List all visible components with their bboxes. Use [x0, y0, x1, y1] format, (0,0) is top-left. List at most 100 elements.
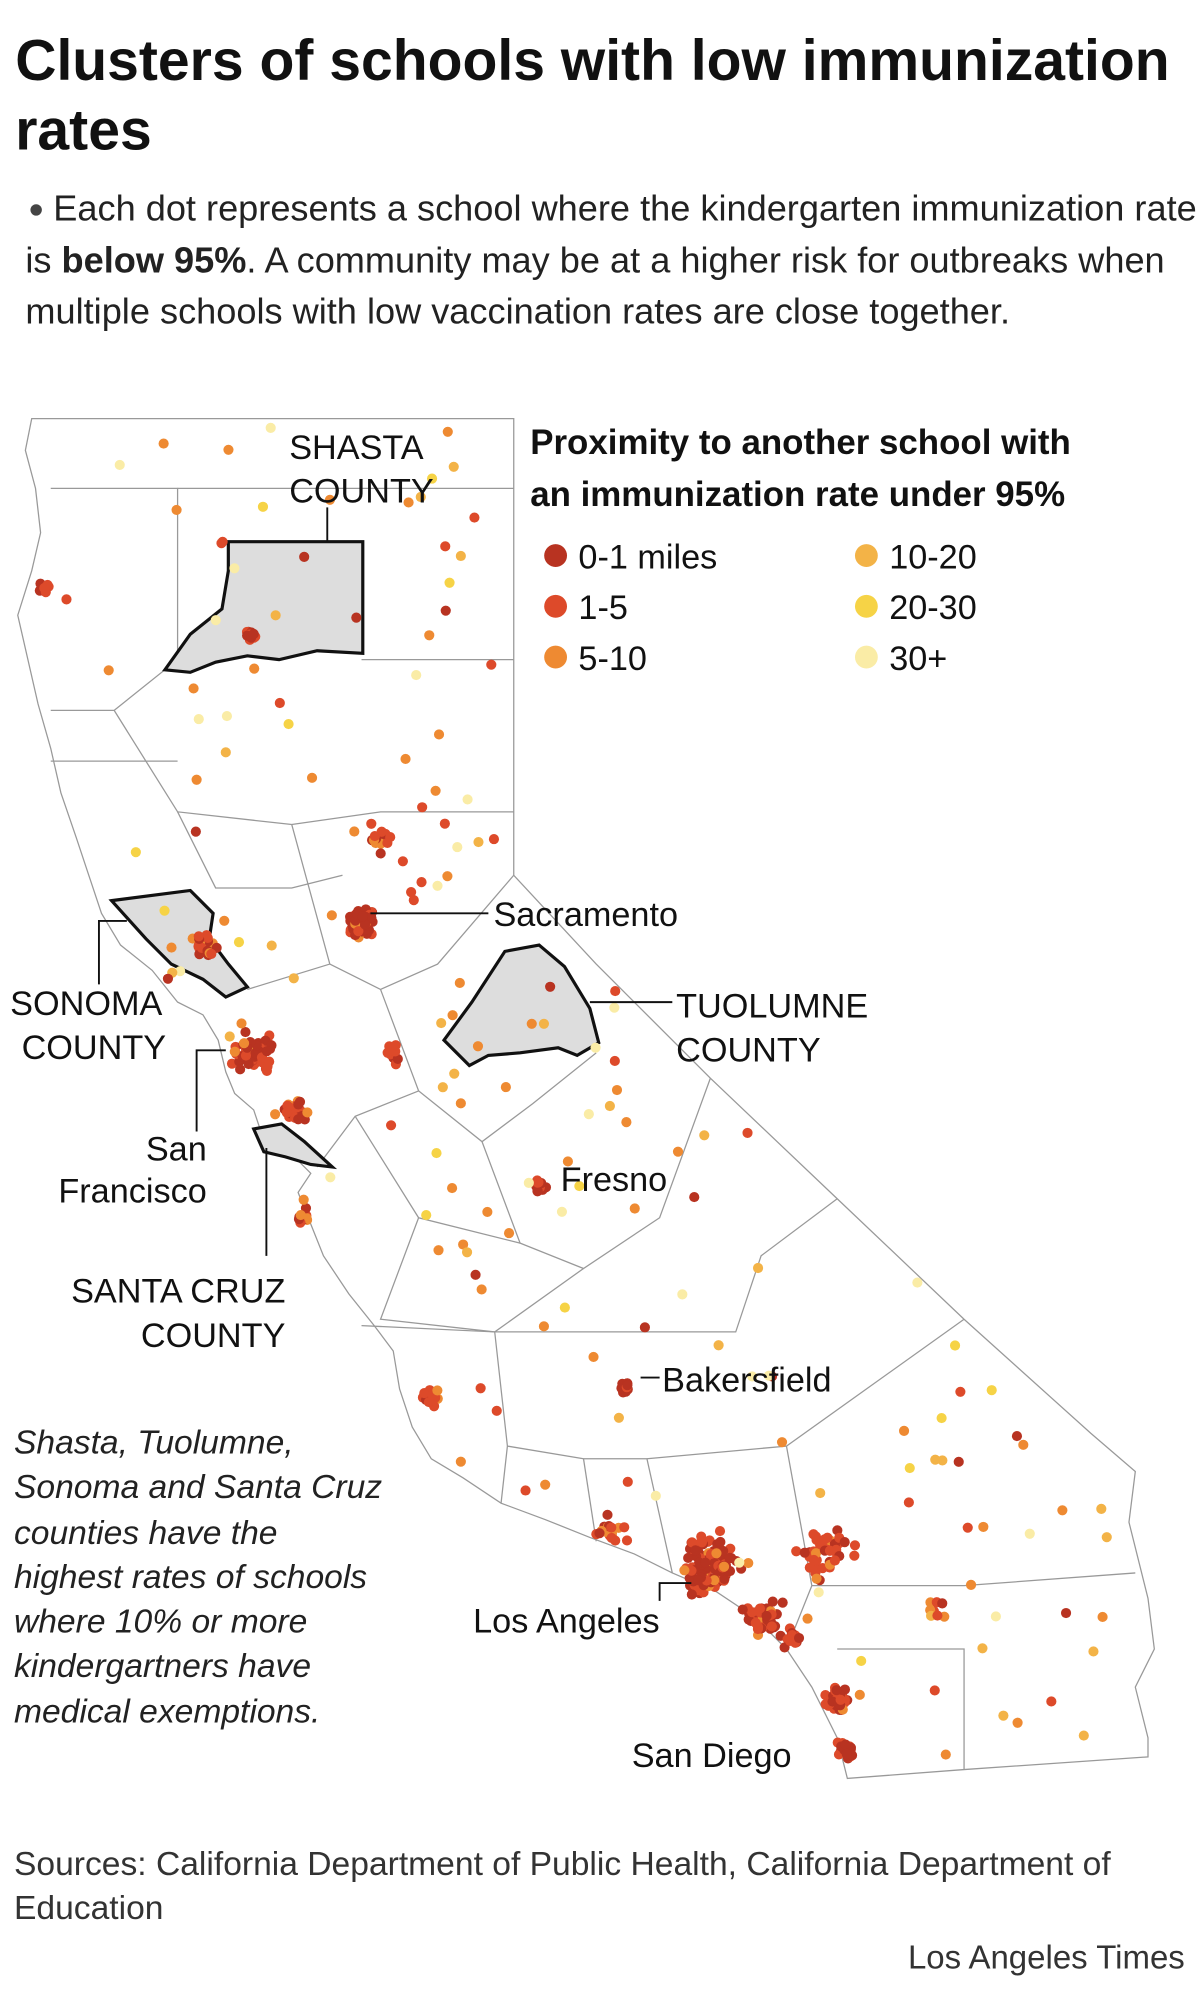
school-dot	[39, 583, 50, 594]
county-label: SHASTA	[289, 429, 424, 467]
legend-swatch	[854, 645, 878, 669]
school-dot	[432, 880, 443, 891]
school-dot	[390, 1040, 401, 1051]
county-label: SONOMA	[10, 985, 162, 1023]
school-dot	[747, 1371, 758, 1382]
school-dot	[556, 1206, 568, 1217]
county-lines	[50, 487, 1136, 1770]
school-dot	[235, 1064, 246, 1075]
school-dot	[1060, 1607, 1072, 1619]
county-label: COUNTY	[22, 1029, 167, 1067]
school-dot	[411, 670, 422, 681]
school-dot	[533, 1177, 544, 1188]
school-dot	[700, 1557, 711, 1568]
school-dot	[236, 1018, 247, 1029]
school-dot	[219, 915, 230, 926]
school-dot	[854, 1689, 865, 1700]
school-dot	[677, 1289, 688, 1300]
school-dot	[912, 1277, 923, 1288]
school-dot	[829, 1555, 841, 1566]
school-dot	[261, 1046, 272, 1057]
school-dot	[293, 1099, 304, 1110]
school-dot	[978, 1521, 989, 1532]
school-dot	[397, 856, 408, 867]
school-dot	[583, 1109, 594, 1120]
school-dot	[904, 1462, 915, 1474]
school-dot	[1101, 1532, 1112, 1543]
school-dot	[532, 1185, 543, 1197]
legend-swatch	[854, 544, 878, 568]
school-dot	[233, 937, 245, 948]
legend-label: 1-5	[578, 589, 627, 627]
school-dot	[240, 1026, 251, 1038]
school-dot	[1096, 1503, 1107, 1514]
school-dot	[737, 1604, 748, 1615]
school-dot	[793, 1632, 805, 1644]
school-dot	[326, 910, 337, 921]
school-dot	[699, 1130, 710, 1141]
school-dot	[224, 1031, 235, 1042]
school-dot	[791, 1546, 802, 1557]
school-dot	[421, 1210, 432, 1221]
school-dot	[693, 1575, 704, 1586]
school-dot	[609, 1055, 620, 1067]
school-dot	[998, 1710, 1009, 1721]
school-dot	[679, 1565, 690, 1576]
school-dots	[34, 422, 1112, 1764]
school-dot	[274, 697, 285, 709]
school-dot	[406, 887, 417, 898]
school-dot	[715, 1536, 726, 1548]
school-dot	[171, 504, 182, 516]
school-dot	[784, 1634, 795, 1645]
school-dot	[188, 683, 199, 694]
school-dot	[376, 826, 387, 837]
school-dot	[257, 501, 269, 512]
school-dot	[849, 1550, 860, 1561]
school-dot	[298, 1194, 309, 1205]
school-dot	[295, 1210, 306, 1221]
school-dot	[482, 1206, 493, 1217]
school-dot	[754, 1603, 766, 1614]
school-dot	[590, 1042, 601, 1053]
school-dot	[249, 663, 260, 674]
school-dot	[470, 1269, 481, 1280]
school-dot	[166, 942, 177, 953]
city-label: San Diego	[632, 1737, 792, 1775]
shasta-county	[162, 540, 365, 674]
school-dot	[639, 1322, 650, 1333]
tuolumne-county	[441, 943, 601, 1068]
school-dot	[266, 940, 277, 951]
school-dot	[265, 422, 276, 433]
school-dot	[629, 1203, 640, 1214]
school-dot	[221, 710, 233, 722]
school-dot	[520, 1485, 531, 1496]
school-dot	[799, 1547, 810, 1558]
state-outline	[17, 417, 1155, 1780]
school-dot	[835, 1694, 846, 1705]
school-dot	[724, 1552, 735, 1563]
school-dot	[223, 444, 234, 455]
school-dot	[210, 615, 221, 626]
school-dot	[386, 1120, 397, 1131]
school-dot	[366, 818, 377, 829]
school-dot	[472, 1041, 484, 1052]
school-dot	[262, 1061, 273, 1072]
school-dot	[159, 905, 170, 916]
legend-swatch	[544, 594, 568, 618]
school-dot	[240, 1050, 252, 1061]
school-dot	[430, 785, 441, 796]
school-dot	[440, 541, 451, 552]
subtitle-text: Each dot represents a school where the k…	[25, 189, 1197, 281]
school-dot	[270, 610, 281, 621]
school-dot	[690, 1545, 701, 1556]
school-dot	[955, 1386, 966, 1397]
school-dot	[1078, 1730, 1089, 1741]
school-dot	[977, 1643, 988, 1654]
school-dot	[385, 832, 396, 843]
school-dot	[761, 1610, 772, 1622]
school-dot	[447, 1183, 458, 1194]
school-dot	[936, 1412, 947, 1424]
